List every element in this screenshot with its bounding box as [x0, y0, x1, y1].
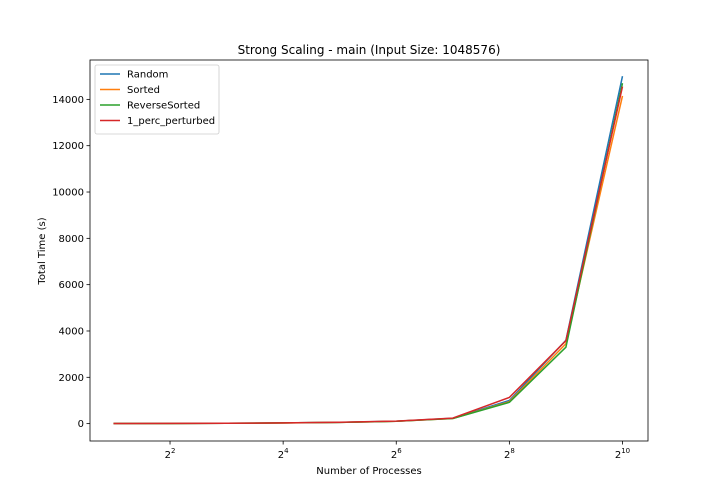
legend: Random Sorted ReverseSorted 1_perc_perturbe… [94, 64, 220, 135]
chart-title: Strong Scaling - main (Input Size: 10485… [238, 43, 501, 57]
y-tick-label: 8000 [59, 234, 84, 245]
y-tick-label: 12000 [52, 141, 84, 152]
legend-label: Random [127, 70, 168, 81]
x-axis-label: Number of Processes [316, 466, 421, 477]
x-tick-label: 28 [504, 447, 515, 461]
y-tick-label: 4000 [59, 326, 84, 337]
y-tick-label: 0 [78, 419, 84, 430]
x-tick-label: 22 [165, 447, 176, 461]
legend-box [94, 64, 220, 135]
series-line-1-perc-perturbed [113, 86, 624, 425]
x-tick-label: 210 [615, 447, 630, 461]
y-tick-label: 2000 [59, 373, 84, 384]
axes-frame [89, 59, 649, 442]
y-tick-label: 6000 [59, 280, 84, 291]
x-tick-label: 26 [391, 447, 402, 461]
legend-label: Sorted [127, 85, 160, 96]
legend-label: ReverseSorted [127, 101, 200, 112]
y-tick-label: 14000 [52, 95, 84, 106]
plot-area: 0 2000 4000 6000 8000 10000 12000 14000 22 24 26 28… [52, 59, 649, 461]
y-tick-label: 10000 [52, 188, 84, 199]
x-tick-label: 24 [278, 447, 289, 461]
y-axis-label: Total Time (s) [37, 217, 48, 285]
legend-label: 1_perc_perturbed [127, 116, 215, 127]
